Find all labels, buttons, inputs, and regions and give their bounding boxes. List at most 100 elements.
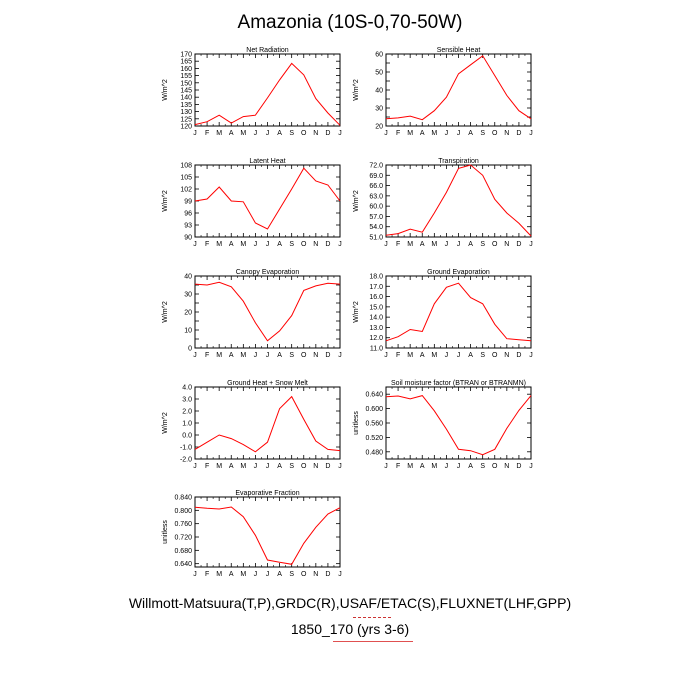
latent-heat-ytick-label: 99 (184, 199, 192, 206)
transpiration-xtick-label: M (431, 241, 437, 248)
evaporative-fraction-xtick-label: M (216, 571, 222, 578)
latent-heat-xtick-label: M (216, 241, 222, 248)
net-radiation-xtick-label: D (325, 130, 330, 137)
transpiration-xtick-label: J (445, 241, 449, 248)
canopy-evaporation-xtick-label: F (205, 352, 209, 359)
sensible-heat-ytick-label: 40 (375, 88, 383, 95)
latent-heat-xtick-label: N (313, 241, 318, 248)
sensible-heat-xtick-label: J (384, 130, 388, 137)
net-radiation-ytick-label: 170 (180, 52, 192, 59)
footer-sources: Willmott-Matsuura(T,P),GRDC(R),USAF/ETAC… (128, 595, 572, 611)
transpiration-xtick-label: A (420, 241, 425, 248)
canopy-evaporation-xtick-label: S (289, 352, 294, 359)
transpiration-title: Transpiration (438, 158, 479, 165)
ground-heat-snow-melt-xtick-label: J (193, 463, 197, 470)
sensible-heat-xtick-label: A (468, 130, 473, 137)
ground-evaporation-xtick-label: M (431, 352, 437, 359)
net-radiation-ytick-label: 140 (180, 95, 192, 102)
transpiration-ytick-label: 69.0 (369, 173, 383, 180)
canopy-evaporation-xtick-label: O (301, 352, 307, 359)
soil-moisture-factor-btran-or-btranmn-xtick-label: J (384, 463, 388, 470)
ground-heat-snow-melt-xtick-label: M (216, 463, 222, 470)
soil-moisture-factor-btran-or-btranmn-xtick-label: O (492, 463, 498, 470)
net-radiation-frame (194, 53, 341, 127)
ground-evaporation-ytick-label: 15.0 (369, 304, 383, 311)
evaporative-fraction-xtick-label: O (301, 571, 307, 578)
canopy-evaporation-frame (194, 275, 341, 349)
ground-heat-snow-melt-xtick-label: J (266, 463, 270, 470)
canopy-evaporation-title: Canopy Evaporation (236, 269, 300, 276)
sensible-heat-series-line (385, 55, 532, 121)
ground-heat-snow-melt-ytick-label: -1.0 (180, 445, 192, 452)
canopy-evaporation-series-line (194, 281, 341, 342)
evaporative-fraction-ytick-label: 0.720 (174, 535, 192, 542)
transpiration-xtick-label: S (480, 241, 485, 248)
ground-evaporation-frame (385, 275, 532, 349)
net-radiation-ytick-label: 145 (180, 88, 192, 95)
sensible-heat-xtick-label: J (529, 130, 533, 137)
canopy-evaporation-xtick-label: J (338, 352, 342, 359)
latent-heat-xtick-label: A (229, 241, 234, 248)
canopy-evaporation-xtick-label: J (193, 352, 197, 359)
ground-heat-snow-melt-ytick-label: 3.0 (182, 397, 192, 404)
canopy-evaporation-ytick-label: 20 (184, 310, 192, 317)
latent-heat-ytick-label: 102 (180, 187, 192, 194)
sensible-heat-xtick-label: M (407, 130, 413, 137)
net-radiation-ytick-label: 120 (180, 124, 192, 131)
canopy-evaporation-xtick-label: M (240, 352, 246, 359)
latent-heat-xtick-label: J (254, 241, 258, 248)
transpiration-ytick-label: 51.0 (369, 235, 383, 242)
evaporative-fraction-xtick-label: J (193, 571, 197, 578)
latent-heat-xtick-label: J (338, 241, 342, 248)
soil-moisture-factor-btran-or-btranmn-ytick-label: 0.480 (365, 449, 383, 456)
net-radiation-xtick-label: S (289, 130, 294, 137)
net-radiation-ytick-label: 150 (180, 80, 192, 87)
evaporative-fraction-xtick-label: J (338, 571, 342, 578)
transpiration-xtick-label: J (529, 241, 533, 248)
net-radiation-xtick-label: A (277, 130, 282, 137)
net-radiation-ytick-label: 165 (180, 59, 192, 66)
transpiration-xtick-label: N (504, 241, 509, 248)
evaporative-fraction-ylabel: unitless (162, 520, 169, 544)
panel-soil-moisture-factor-btran-or-btranmn: Soil moisture factor (BTRAN or BTRANMN) u… (353, 380, 533, 470)
sensible-heat-ytick-label: 60 (375, 52, 383, 59)
net-radiation-ytick-label: 130 (180, 109, 192, 116)
latent-heat-xtick-label: M (240, 241, 246, 248)
ground-evaporation-ytick-label: 17.0 (369, 284, 383, 291)
net-radiation-xtick-label: M (240, 130, 246, 137)
sensible-heat-ytick-label: 50 (375, 70, 383, 77)
canopy-evaporation-ytick-label: 0 (188, 346, 192, 353)
soil-moisture-factor-btran-or-btranmn-xtick-label: N (504, 463, 509, 470)
canopy-evaporation-xtick-label: J (254, 352, 258, 359)
ground-heat-snow-melt-xtick-label: A (277, 463, 282, 470)
evaporative-fraction-xtick-label: S (289, 571, 294, 578)
latent-heat-xtick-label: F (205, 241, 209, 248)
ground-evaporation-xtick-label: A (468, 352, 473, 359)
soil-moisture-factor-btran-or-btranmn-xtick-label: J (529, 463, 533, 470)
latent-heat-ytick-label: 108 (180, 163, 192, 170)
ground-evaporation-ytick-label: 12.0 (369, 335, 383, 342)
net-radiation-ytick-label: 125 (180, 116, 192, 123)
soil-moisture-factor-btran-or-btranmn-series-line (385, 395, 532, 456)
ground-heat-snow-melt-xtick-label: S (289, 463, 294, 470)
ground-heat-snow-melt-frame (194, 386, 341, 460)
soil-moisture-factor-btran-or-btranmn-xtick-label: J (445, 463, 449, 470)
ground-evaporation-xtick-label: N (504, 352, 509, 359)
footer-case: 1850_170 (yrs 3-6) (290, 621, 410, 637)
latent-heat-xtick-label: D (325, 241, 330, 248)
evaporative-fraction-series-line (194, 506, 341, 565)
sensible-heat-xtick-label: F (396, 130, 400, 137)
ground-evaporation-ytick-label: 11.0 (370, 346, 383, 353)
sensible-heat-title: Sensible Heat (437, 47, 481, 54)
ground-heat-snow-melt-ytick-label: -2.0 (180, 457, 192, 464)
transpiration-xtick-label: F (396, 241, 400, 248)
net-radiation-title: Net Radiation (246, 47, 289, 54)
canopy-evaporation-xtick-label: M (216, 352, 222, 359)
sensible-heat-frame (385, 53, 532, 127)
canopy-evaporation-ylabel: W/m^2 (162, 301, 169, 323)
net-radiation-xtick-label: J (266, 130, 270, 137)
evaporative-fraction-xtick-label: N (313, 571, 318, 578)
